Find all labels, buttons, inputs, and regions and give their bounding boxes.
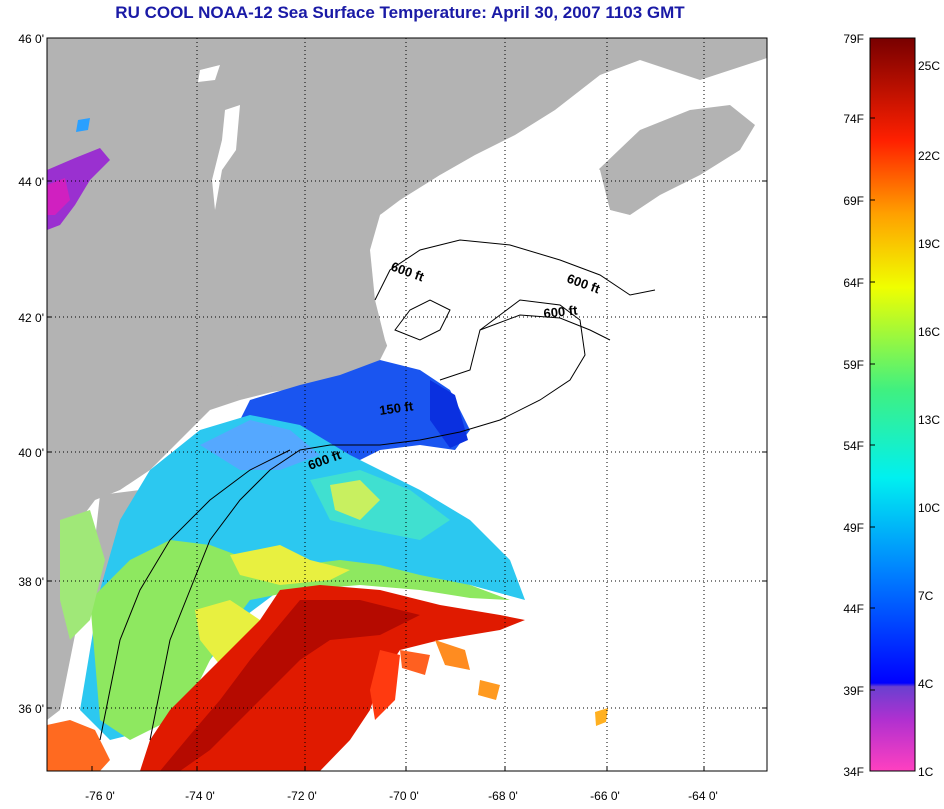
sst-gulf-stream	[140, 585, 525, 771]
depth-contours	[99, 239, 656, 741]
lon-label: -64 0'	[688, 789, 718, 803]
colorbar-label-f: 39F	[843, 684, 864, 698]
lat-label: 40 0'	[18, 446, 44, 460]
frame-ticks	[47, 37, 767, 771]
colorbar-label-f: 49F	[843, 521, 864, 535]
colorbar-label-f: 74F	[843, 112, 864, 126]
lat-label: 46 0'	[18, 32, 44, 46]
lon-label: -76 0'	[85, 789, 115, 803]
color-bar	[869, 37, 916, 772]
lat-label: 44 0'	[18, 175, 44, 189]
lat-label: 36 0'	[18, 702, 44, 716]
colorbar-label-c: 1C	[918, 765, 934, 779]
map-title: RU COOL NOAA-12 Sea Surface Temperature:…	[115, 3, 685, 22]
colorbar-label-c: 19C	[918, 237, 940, 251]
colorbar-label-f: 64F	[843, 276, 864, 290]
colorbar-label-f: 54F	[843, 439, 864, 453]
colorbar-label-c: 16C	[918, 325, 940, 339]
land-nova-scotia	[598, 105, 755, 215]
map-frame	[46, 37, 768, 772]
lon-label: -74 0'	[185, 789, 215, 803]
colorbar-label-f: 34F	[843, 765, 864, 779]
lon-label: -68 0'	[488, 789, 518, 803]
lon-label: -70 0'	[389, 789, 419, 803]
colorbar-label-f: 79F	[843, 32, 864, 46]
sst-lake-patch	[47, 148, 110, 230]
map-panel: 600 ft 600 ft 600 ft 150 ft 600 ft	[47, 38, 767, 771]
colorbar-label-c: 7C	[918, 589, 934, 603]
map-grid	[47, 38, 767, 771]
colorbar-ticks	[870, 117, 875, 691]
colorbar-label-c: 4C	[918, 677, 934, 691]
lon-label: -72 0'	[287, 789, 317, 803]
colorbar-label-f: 69F	[843, 194, 864, 208]
colorbar-label-c: 10C	[918, 501, 940, 515]
contour-label: 150 ft	[378, 398, 414, 418]
cloud-gulf-of-maine	[375, 140, 767, 470]
colorbar-label-c: 25C	[918, 59, 940, 73]
colorbar-label-c: 13C	[918, 413, 940, 427]
lat-label: 42 0'	[18, 311, 44, 325]
contour-label: 600 ft	[543, 302, 579, 321]
colorbar-label-f: 44F	[843, 602, 864, 616]
lon-label: -66 0'	[590, 789, 620, 803]
colorbar-label-f: 59F	[843, 358, 864, 372]
land-long-island	[210, 372, 330, 395]
land-us-mainland	[47, 38, 767, 720]
colorbar-label-c: 22C	[918, 149, 940, 163]
sst-green-band	[90, 540, 510, 740]
lat-label: 38 0'	[18, 575, 44, 589]
